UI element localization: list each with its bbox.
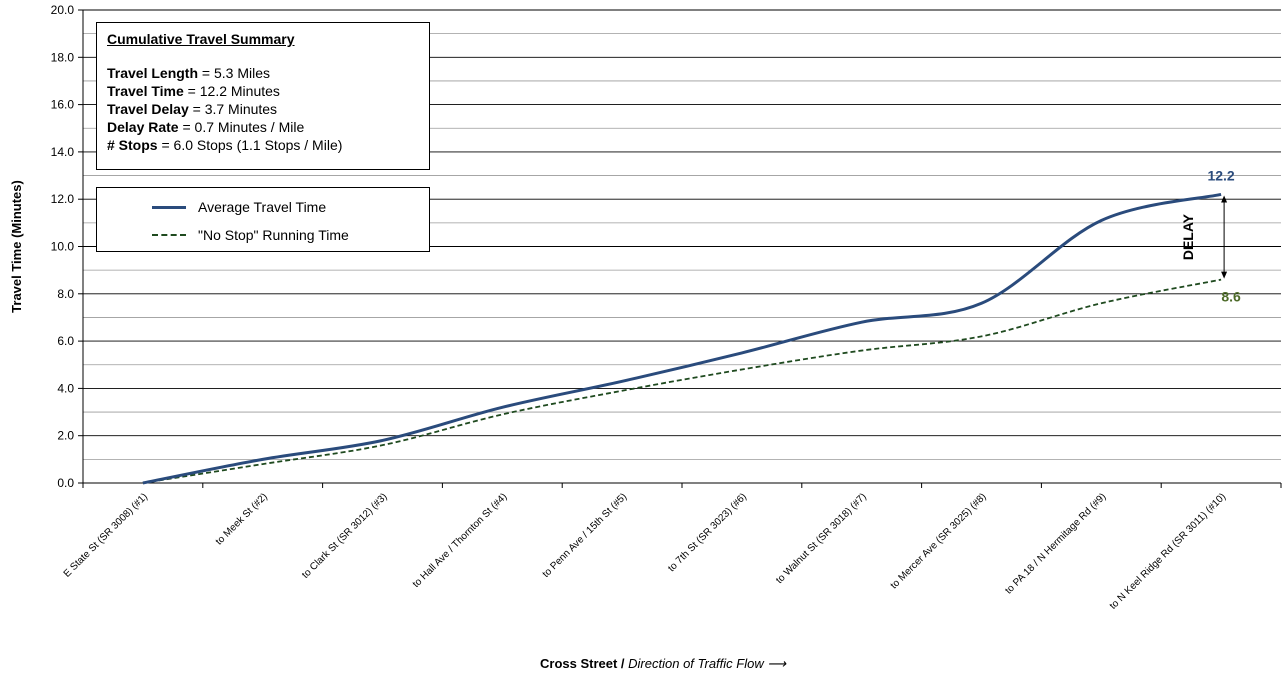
- x-category-label: to Meek St (#2): [214, 491, 270, 547]
- legend-swatch-dashed-line: [152, 234, 186, 236]
- legend-label-average: Average Travel Time: [198, 199, 327, 215]
- summary-line-travel-time: Travel Time = 12.2 Minutes: [107, 82, 419, 100]
- x-category-label: to Hall Ave / Thornton St (#4): [411, 491, 510, 590]
- y-tick-label: 8.0: [57, 287, 74, 301]
- summary-value: = 3.7 Minutes: [188, 101, 278, 117]
- y-tick-label: 2.0: [57, 429, 74, 443]
- series-line-average: [142, 193, 1222, 485]
- x-axis-title-italic: Direction of Traffic Flow ⟶: [628, 656, 787, 671]
- x-category-label: to Mercer Ave (SR 3025) (#8): [889, 491, 989, 591]
- y-tick-label: 20.0: [51, 3, 75, 17]
- summary-label: Travel Delay: [107, 101, 189, 117]
- y-tick-label: 18.0: [51, 50, 75, 64]
- legend-swatch-solid-line: [152, 205, 186, 209]
- y-tick-label: 16.0: [51, 98, 75, 112]
- summary-value: = 5.3 Miles: [198, 65, 271, 81]
- x-category-label: to Walnut St (SR 3018) (#7): [774, 491, 869, 586]
- x-category-label: to 7th St (SR 3023) (#6): [666, 491, 749, 574]
- chart-legend: Average Travel Time "No Stop" Running Ti…: [96, 187, 430, 252]
- y-axis-title: Travel Time (Minutes): [9, 180, 24, 313]
- end-label-average: 12.2: [1207, 167, 1234, 183]
- x-axis-title: Cross Street / Direction of Traffic Flow…: [540, 656, 787, 671]
- summary-line-stops: # Stops = 6.0 Stops (1.1 Stops / Mile): [107, 136, 419, 154]
- y-tick-label: 10.0: [51, 240, 75, 254]
- summary-line-delay-rate: Delay Rate = 0.7 Minutes / Mile: [107, 118, 419, 136]
- summary-label: Delay Rate: [107, 119, 179, 135]
- x-category-label: to Penn Ave / 15th St (#5): [541, 491, 630, 580]
- delay-label: DELAY: [1180, 213, 1196, 260]
- summary-label: Travel Time: [107, 83, 184, 99]
- summary-label: Travel Length: [107, 65, 199, 81]
- delay-arrow-head-down: [1221, 271, 1228, 279]
- x-category-label: to Clark St (SR 3012) (#3): [300, 491, 390, 581]
- x-category-label: to PA 18 / N Hermitage Rd (#9): [1003, 491, 1108, 596]
- cumulative-summary-box: Cumulative Travel Summary Travel Length …: [96, 22, 430, 170]
- x-category-label: E State St (SR 3008) (#1): [62, 491, 150, 579]
- summary-value: = 12.2 Minutes: [183, 83, 280, 99]
- y-tick-label: 0.0: [57, 476, 74, 490]
- legend-item-average: Average Travel Time: [152, 198, 326, 216]
- y-tick-label: 4.0: [57, 381, 74, 395]
- summary-value: = 0.7 Minutes / Mile: [178, 119, 305, 135]
- series-line-no-stop: [142, 278, 1222, 484]
- summary-title: Cumulative Travel Summary: [107, 31, 295, 47]
- x-axis-title-bold: Cross Street /: [540, 656, 628, 671]
- summary-line-travel-delay: Travel Delay = 3.7 Minutes: [107, 100, 419, 118]
- delay-arrow-head-up: [1221, 195, 1228, 203]
- y-tick-label: 6.0: [57, 334, 74, 348]
- legend-item-no-stop: "No Stop" Running Time: [152, 226, 349, 244]
- x-category-label: to N Keel Ridge Rd (SR 3011) (#10): [1108, 491, 1228, 611]
- end-label-no-stop: 8.6: [1221, 289, 1241, 305]
- summary-label: # Stops: [107, 137, 158, 153]
- y-tick-label: 12.0: [51, 192, 75, 206]
- legend-label-no-stop: "No Stop" Running Time: [198, 227, 349, 243]
- summary-value: = 6.0 Stops (1.1 Stops / Mile): [157, 137, 343, 153]
- summary-line-travel-length: Travel Length = 5.3 Miles: [107, 64, 419, 82]
- y-tick-label: 14.0: [51, 145, 75, 159]
